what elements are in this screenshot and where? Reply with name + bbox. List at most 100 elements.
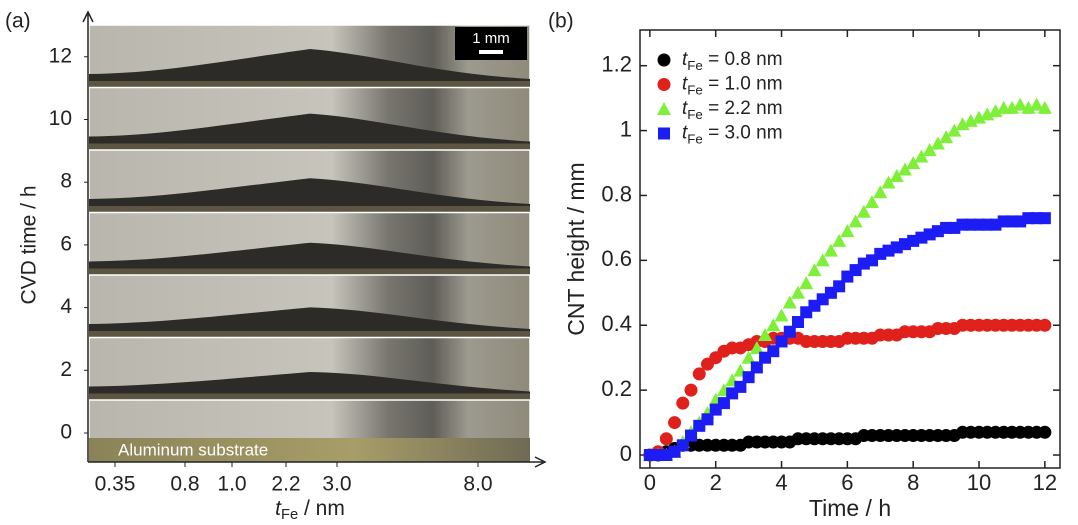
- marker-triangle: [939, 130, 954, 144]
- y-tick-label: 0.8: [601, 181, 632, 206]
- marker-square: [742, 371, 755, 384]
- marker-square: [833, 280, 846, 293]
- marker-triangle: [897, 162, 912, 176]
- y-tick-label: 12: [49, 44, 72, 67]
- cnt-film: [89, 113, 530, 150]
- legend-label: tFe = 3.0 nm: [682, 123, 783, 147]
- marker-triangle: [840, 224, 855, 238]
- legend-label: tFe = 0.8 nm: [682, 49, 783, 73]
- marker-square: [783, 325, 796, 338]
- y-tick-label: 0.4: [601, 311, 632, 336]
- plot-frame: [639, 29, 1061, 469]
- marker-triangle: [832, 233, 847, 247]
- marker-circle: [668, 416, 682, 430]
- marker-triangle: [774, 308, 789, 322]
- axis-title: Time / h: [809, 495, 891, 521]
- marker-triangle: [782, 295, 797, 309]
- cnt-film: [89, 49, 530, 87]
- marker-triangle: [848, 214, 863, 228]
- marker-triangle: [1013, 97, 1028, 111]
- marker-triangle: [790, 285, 805, 299]
- legend-marker: [658, 127, 670, 140]
- y-tick-label: 1.2: [601, 52, 632, 77]
- panel-label: (b): [548, 10, 574, 33]
- y-tick-label: 0: [60, 421, 72, 444]
- marker-square: [750, 361, 763, 374]
- cnt-film: [89, 307, 530, 337]
- marker-triangle: [914, 149, 929, 163]
- scale-bar: [479, 50, 503, 54]
- substrate: [89, 206, 530, 212]
- marker-triangle: [749, 340, 764, 354]
- axes: [82, 10, 547, 468]
- x-tick-label: 1.0: [217, 473, 246, 496]
- panel-label: (a): [5, 10, 31, 33]
- marker-square: [734, 380, 747, 393]
- axis-title: tFe / nm: [275, 497, 345, 523]
- x-tick-label: 8.0: [463, 473, 492, 496]
- substrate: [89, 268, 530, 275]
- legend-marker: [657, 102, 671, 115]
- x-tick-label: 2.2: [271, 473, 300, 496]
- y-tick-label: 0.6: [601, 246, 632, 271]
- axis-title: CVD time / h: [18, 185, 41, 304]
- marker-triangle: [815, 253, 830, 267]
- marker-square: [676, 439, 689, 452]
- substrate: [89, 393, 530, 400]
- y-tick-label: 4: [60, 295, 72, 318]
- marker-square: [1038, 212, 1051, 225]
- substrate: [89, 143, 530, 150]
- substrate: [89, 438, 530, 462]
- marker-triangle: [930, 136, 945, 150]
- marker-triangle: [823, 243, 838, 257]
- marker-triangle: [856, 204, 871, 218]
- marker-square: [1014, 215, 1027, 228]
- marker-triangle: [807, 263, 822, 277]
- marker-circle: [684, 383, 698, 397]
- x-tick-label: 6: [841, 470, 853, 495]
- marker-triangle: [799, 276, 814, 290]
- marker-square: [767, 345, 780, 358]
- cnt-film: [89, 178, 530, 212]
- marker-triangle: [741, 350, 756, 364]
- legend-label: tFe = 2.2 nm: [682, 98, 783, 122]
- x-tick-label: 2: [710, 470, 722, 495]
- marker-triangle: [889, 169, 904, 182]
- y-tick-label: 10: [49, 107, 72, 130]
- marker-triangle: [873, 185, 888, 199]
- y-tick-label: 0.2: [601, 376, 632, 401]
- cnt-film: [89, 242, 530, 275]
- legend-marker: [657, 53, 671, 67]
- legend-marker: [657, 78, 671, 91]
- marker-square: [791, 316, 804, 328]
- marker-square: [717, 397, 730, 410]
- photo-stack: [88, 24, 531, 463]
- marker-square: [701, 413, 714, 426]
- substrate: [89, 331, 530, 337]
- y-tick-label: 1: [620, 116, 632, 141]
- x-tick-label: 0: [644, 470, 656, 495]
- marker-triangle: [922, 143, 937, 157]
- x-tick-label: 4: [775, 470, 787, 495]
- marker-square: [775, 335, 788, 348]
- marker-circle: [1038, 425, 1052, 439]
- marker-triangle: [1037, 100, 1052, 114]
- x-tick-label: 8: [907, 470, 919, 495]
- marker-circle: [659, 432, 673, 446]
- marker-triangle: [881, 175, 896, 189]
- marker-triangle: [758, 327, 773, 341]
- y-tick-label: 2: [60, 358, 72, 381]
- y-tick-label: 6: [60, 232, 72, 255]
- marker-triangle: [906, 156, 921, 170]
- marker-circle: [1038, 318, 1052, 332]
- scale-bar-label: 1 mm: [472, 30, 510, 47]
- marker-triangle: [766, 318, 781, 332]
- axis-title: CNT height / mm: [563, 162, 589, 335]
- x-tick-label: 3.0: [322, 473, 351, 496]
- marker-triangle: [1029, 97, 1044, 111]
- x-tick-label: 12: [1033, 470, 1057, 495]
- marker-triangle: [947, 123, 962, 137]
- y-tick-label: 8: [60, 170, 72, 193]
